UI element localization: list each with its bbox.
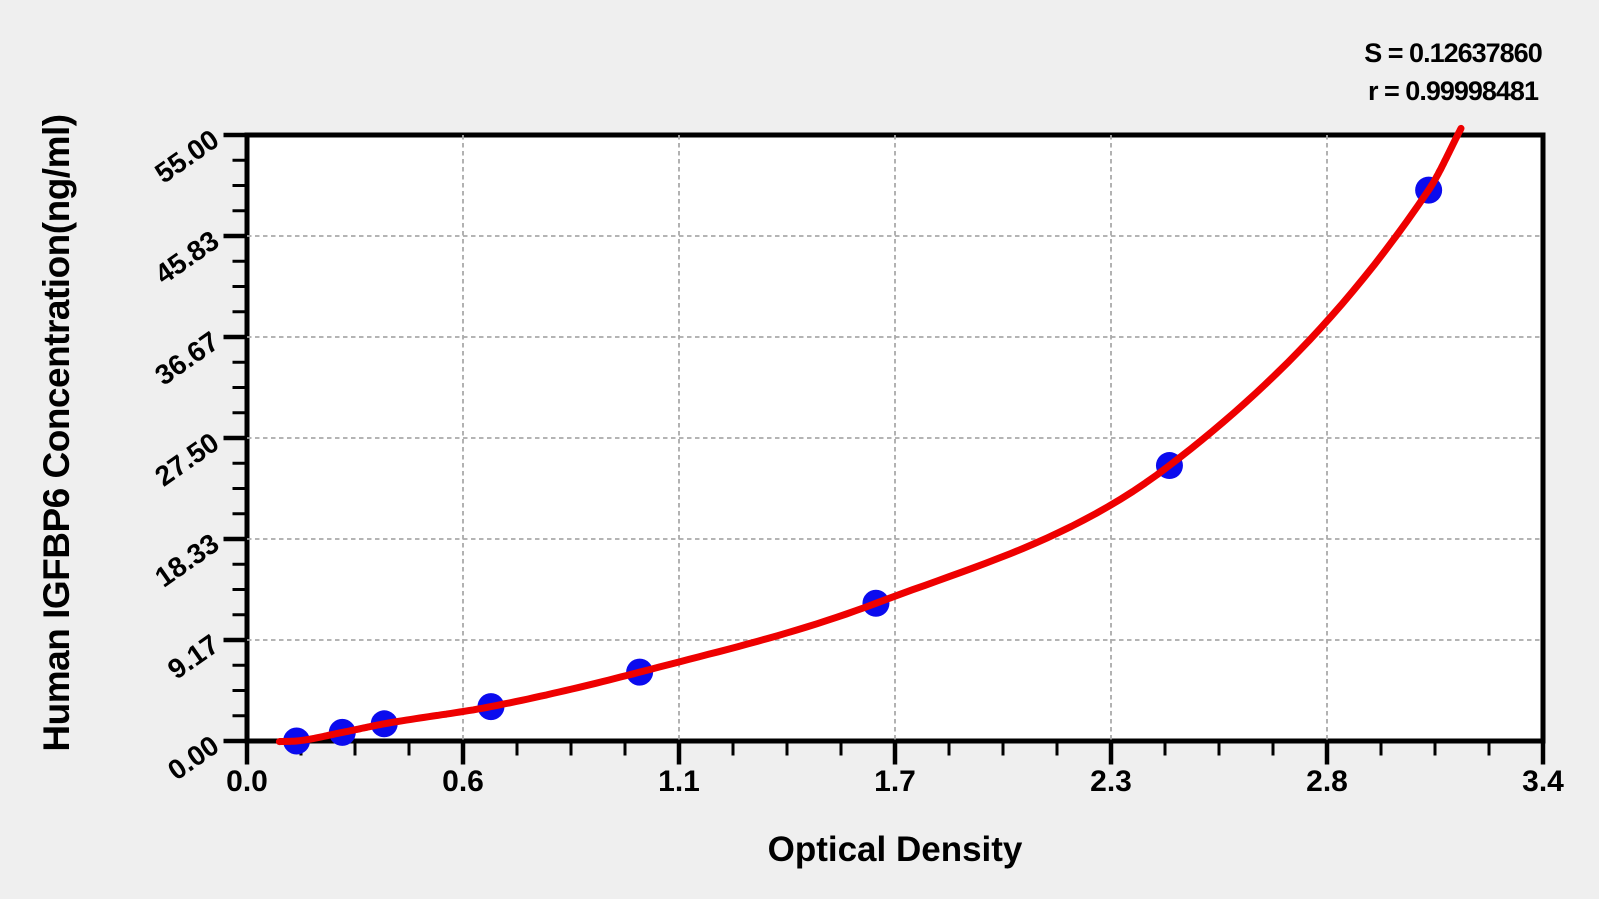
y-tick-label: 0.00	[162, 730, 224, 787]
x-tick-label: 2.8	[1306, 765, 1348, 798]
s-value-label: S = 0.12637860	[1364, 38, 1542, 68]
x-axis-title: Optical Density	[767, 830, 1023, 869]
y-tick-label: 36.67	[149, 326, 224, 392]
fit-statistics: S = 0.12637860 r = 0.99998481	[1364, 34, 1542, 110]
x-tick-label: 1.7	[874, 765, 916, 798]
x-tick-label: 2.3	[1090, 765, 1132, 798]
y-tick-label: 18.33	[149, 528, 224, 594]
y-tick-label: 55.00	[149, 124, 224, 190]
x-tick-label: 0.6	[442, 765, 484, 798]
y-tick-label: 45.83	[149, 225, 224, 291]
x-tick-label: 0.0	[226, 765, 268, 798]
y-tick-label: 27.50	[149, 427, 224, 493]
y-tick-label: 9.17	[162, 629, 224, 686]
fitted-curve	[275, 124, 1465, 746]
y-axis-title: Human IGFBP6 Concentration(ng/ml)	[36, 114, 77, 752]
x-tick-label: 3.4	[1522, 765, 1564, 798]
x-tick-label: 1.1	[658, 765, 700, 798]
r-value-label: r = 0.99998481	[1368, 76, 1539, 106]
